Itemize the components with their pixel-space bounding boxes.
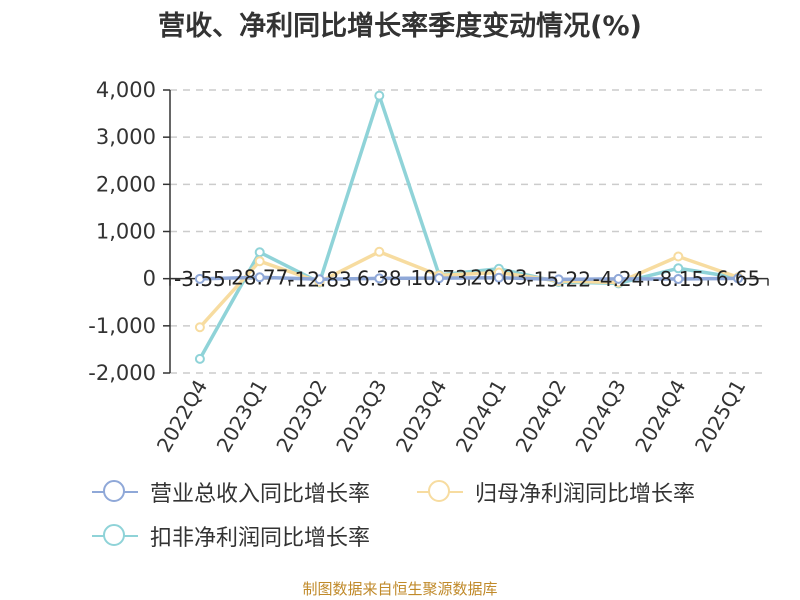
series-layer — [194, 90, 744, 364]
data-point — [194, 353, 205, 364]
data-point — [673, 251, 684, 262]
label-layer: -3.55 28.77-12.83 6.38 10.73 20.03-15.22 -4.2… — [174, 265, 760, 291]
data-point — [374, 273, 385, 284]
data-point — [254, 247, 265, 258]
data-point — [194, 273, 205, 284]
legend-label-deducted-profit: 扣非净利润同比增长率 — [150, 526, 371, 551]
series-line — [198, 250, 739, 329]
data-point — [613, 273, 624, 284]
data-point — [254, 256, 265, 267]
data-label: 10.73 — [410, 266, 467, 290]
data-point — [374, 90, 385, 101]
x-tick-label: 2024Q2 — [511, 376, 571, 457]
legend-label-revenue: 营业总收入同比增长率 — [150, 482, 371, 507]
grid-layer — [170, 89, 768, 374]
x-tick-label: 2022Q4 — [152, 376, 212, 457]
legend-swatch-revenue — [92, 476, 138, 508]
data-point — [493, 272, 504, 283]
legend-item-revenue[interactable]: 营业总收入同比增长率 — [92, 476, 370, 508]
data-label: -15.22 — [526, 267, 590, 291]
data-point — [254, 272, 265, 283]
y-tick-label: 2,000 — [96, 172, 156, 196]
x-tick-label: 2024Q1 — [451, 376, 511, 457]
y-tick-label: 0 — [143, 267, 156, 291]
x-tick-label: 2023Q2 — [271, 376, 331, 457]
data-point — [374, 246, 385, 257]
series-line — [198, 93, 739, 360]
legend-swatch-deducted-profit — [92, 520, 138, 552]
data-point — [733, 273, 744, 284]
data-point — [673, 263, 684, 274]
legend-label-net-profit: 归母净利润同比增长率 — [475, 482, 696, 507]
legend-swatch-net-profit — [417, 476, 463, 508]
data-label: 6.38 — [357, 266, 402, 290]
legend-item-net-profit[interactable]: 归母净利润同比增长率 — [417, 476, 695, 508]
x-tick-label: 2023Q4 — [391, 375, 451, 456]
data-point — [314, 274, 325, 285]
chart-title: 营收、净利同比增长率季度变动情况(%) — [158, 11, 642, 42]
y-tick-label: 4,000 — [96, 78, 156, 102]
data-label: -12.83 — [287, 267, 351, 291]
series-line — [199, 275, 739, 282]
y-tick-label: 1,000 — [96, 220, 156, 244]
x-tick-label: 2023Q1 — [212, 376, 272, 457]
data-point — [553, 274, 564, 285]
y-tick-label: -2,000 — [88, 361, 156, 385]
data-label: 6.65 — [716, 266, 761, 290]
x-tick-label: 2023Q3 — [331, 376, 391, 457]
data-point — [434, 273, 445, 284]
data-label: -4.24 — [593, 267, 645, 291]
data-label: -3.55 — [174, 267, 226, 291]
x-tick-label: 2024Q4 — [630, 376, 690, 457]
data-point — [194, 322, 205, 333]
y-tick-label: -1,000 — [88, 314, 156, 338]
data-point — [673, 274, 684, 285]
data-label: 28.77 — [231, 265, 288, 289]
data-label: 20.03 — [470, 266, 527, 290]
legend-item-deducted-profit[interactable]: 扣非净利润同比增长率 — [92, 520, 370, 552]
data-label: -8.15 — [652, 267, 704, 291]
x-tick-label: 2025Q1 — [690, 376, 750, 457]
source-note: 制图数据来自恒生聚源数据库 — [302, 580, 498, 598]
y-tick-label: 3,000 — [96, 125, 156, 149]
x-tick-label: 2024Q3 — [570, 376, 630, 457]
